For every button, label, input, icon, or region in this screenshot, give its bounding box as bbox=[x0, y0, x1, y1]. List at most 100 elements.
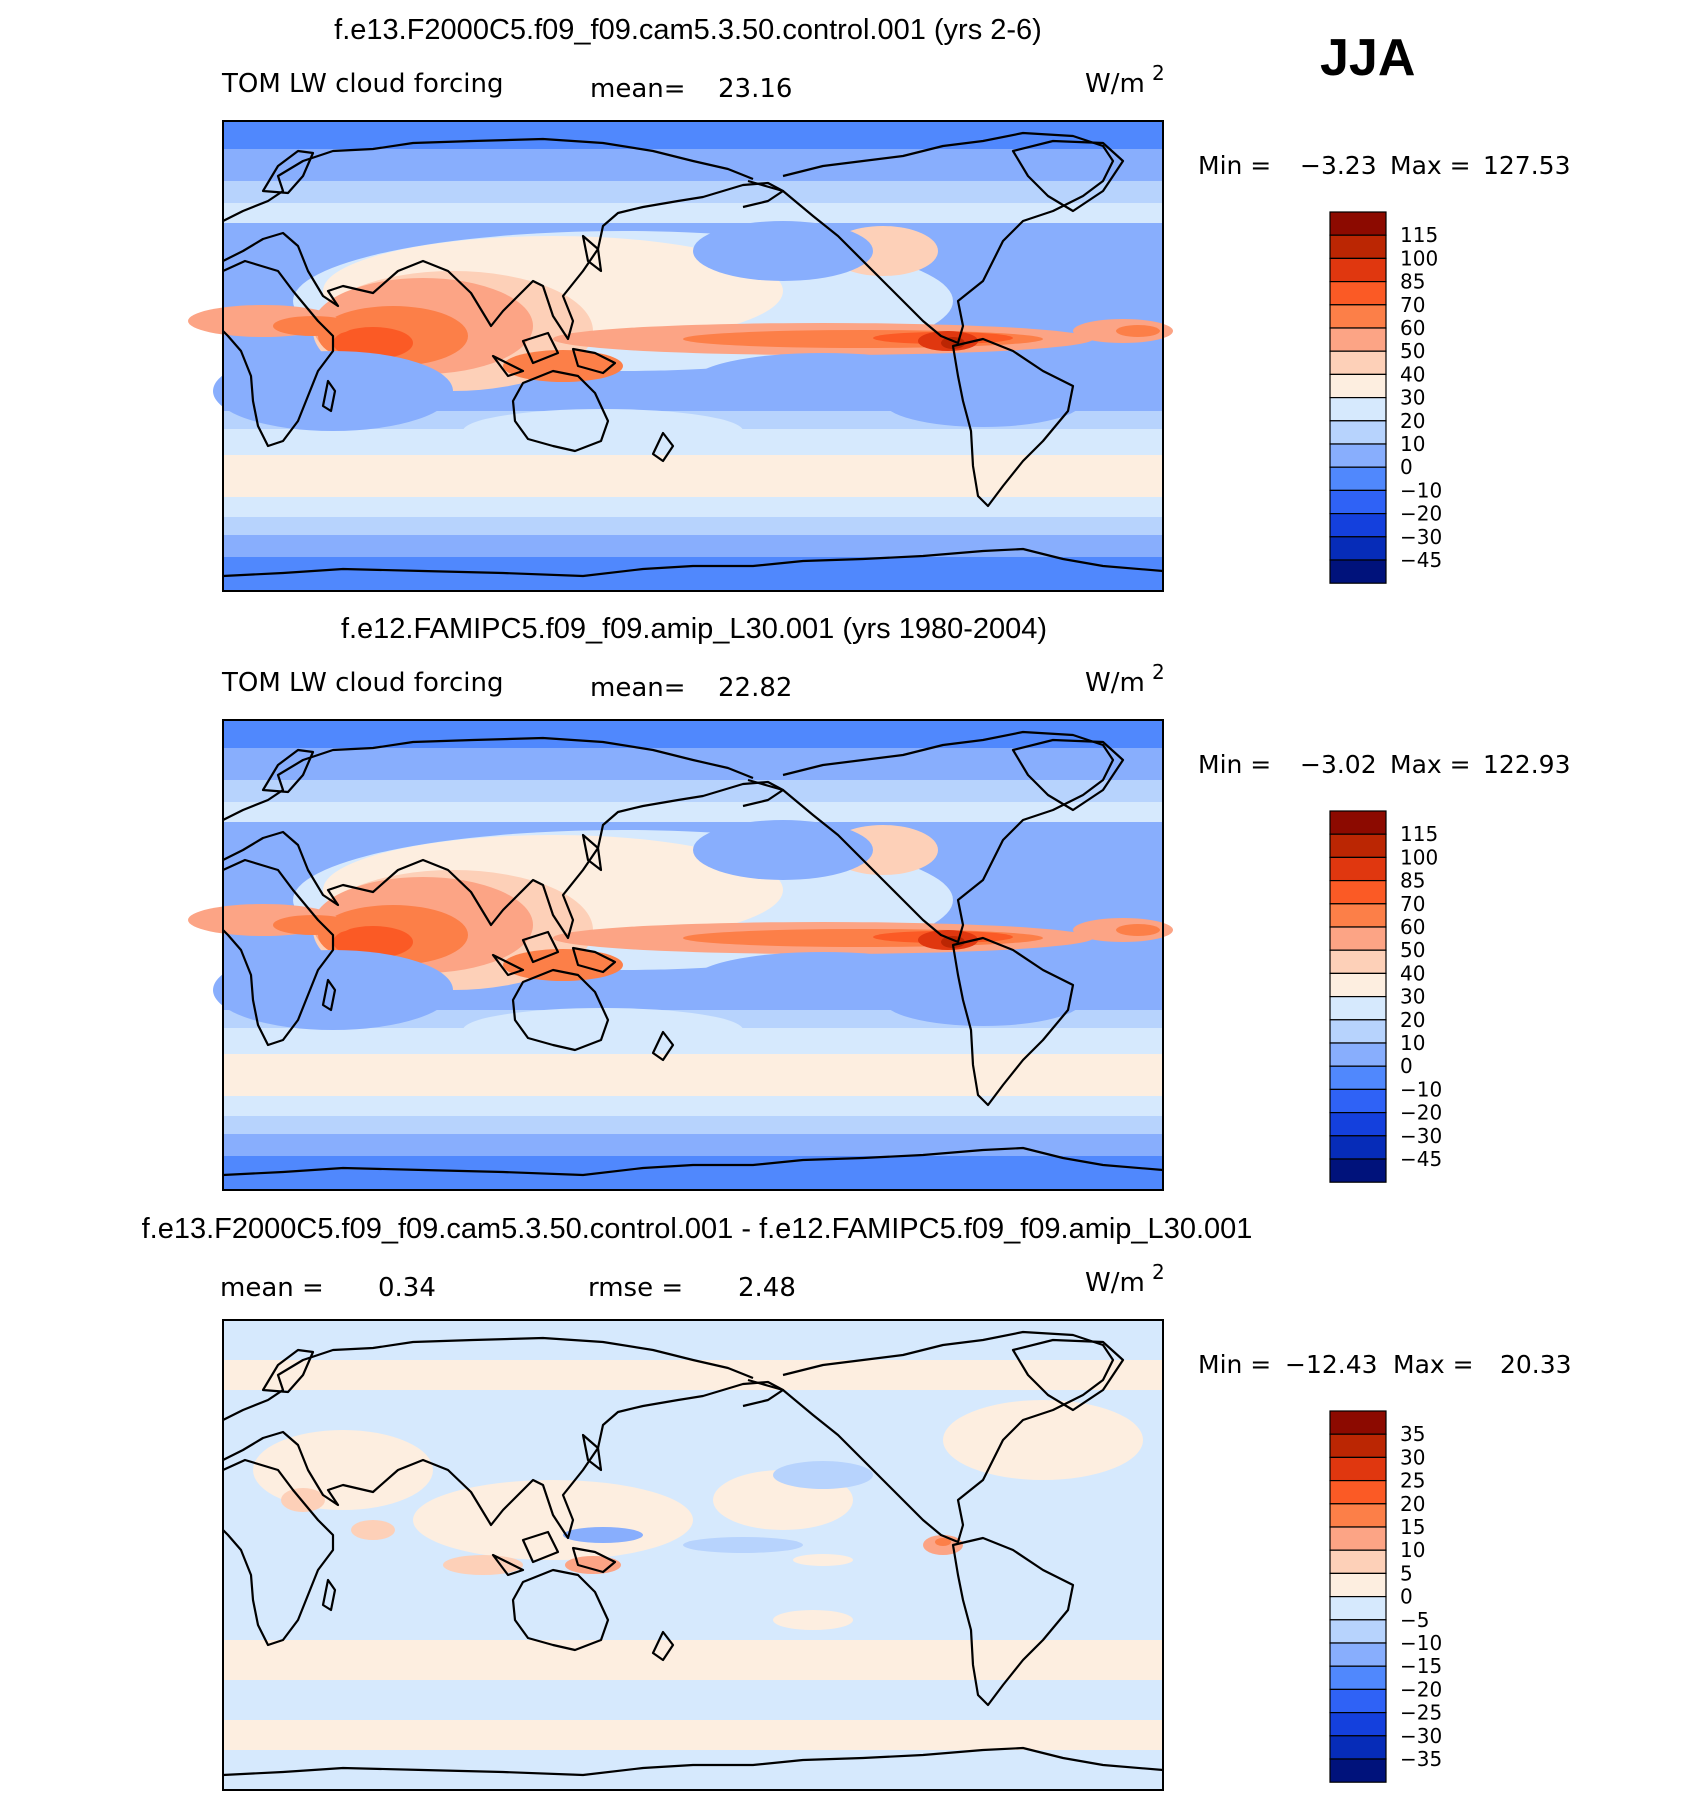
colorbar-tick-label: 25 bbox=[1400, 1469, 1425, 1493]
colorbar-swatch bbox=[1329, 512, 1387, 538]
colorbar-swatch bbox=[1329, 949, 1387, 975]
colorbar-swatch bbox=[1329, 1735, 1387, 1760]
colorbar-swatch bbox=[1329, 466, 1387, 492]
panel-1-map bbox=[188, 120, 1173, 592]
panel-1-mean-label: mean= bbox=[590, 74, 686, 104]
colorbar-tick-label: 60 bbox=[1400, 915, 1425, 939]
panel-3-mean-label: mean = bbox=[220, 1273, 324, 1303]
colorbar-swatch bbox=[1329, 350, 1387, 376]
colorbar-tick-label: −30 bbox=[1400, 1724, 1442, 1748]
colorbar-tick-label: 0 bbox=[1400, 1054, 1413, 1078]
panel-1-units-label: W/m bbox=[1085, 69, 1145, 99]
colorbar-tick-label: 15 bbox=[1400, 1515, 1425, 1539]
colorbar-tick-label: −5 bbox=[1400, 1608, 1429, 1632]
panel-1: f.e13.F2000C5.f09_f09.cam5.3.50.control.… bbox=[188, 14, 1570, 592]
colorbar-tick-label: 100 bbox=[1400, 246, 1438, 270]
colorbar-swatch bbox=[1329, 1479, 1387, 1505]
colorbar-swatch bbox=[1329, 559, 1387, 584]
panel-1-variable: TOM LW cloud forcing bbox=[221, 69, 503, 99]
colorbar-tick-label: −25 bbox=[1400, 1701, 1442, 1725]
panel-3-max-value: 20.33 bbox=[1500, 1350, 1572, 1379]
colorbar-swatch bbox=[1329, 304, 1387, 329]
colorbar-tick-label: 20 bbox=[1400, 409, 1425, 433]
panel-1-mean-value: 23.16 bbox=[718, 74, 792, 104]
colorbar-swatch bbox=[1329, 234, 1387, 259]
colorbar-swatch bbox=[1329, 327, 1387, 352]
colorbar-swatch bbox=[1329, 1433, 1387, 1458]
colorbar-swatch bbox=[1329, 397, 1387, 422]
colorbar-tick-label: −10 bbox=[1400, 478, 1442, 502]
colorbar-swatch bbox=[1329, 833, 1387, 859]
colorbar-swatch bbox=[1329, 1758, 1387, 1783]
panel-2-units-exp: 2 bbox=[1152, 660, 1165, 684]
colorbar-swatch bbox=[1329, 1065, 1387, 1090]
colorbar-swatch bbox=[1329, 1111, 1387, 1137]
colorbar-swatch bbox=[1329, 995, 1387, 1021]
colorbar-tick-label: 20 bbox=[1400, 1492, 1425, 1516]
colorbar-tick-label: 100 bbox=[1400, 845, 1438, 869]
colorbar-tick-label: −20 bbox=[1400, 1101, 1442, 1125]
colorbar-swatch bbox=[1329, 1456, 1387, 1482]
colorbar-tick-label: −20 bbox=[1400, 1677, 1442, 1701]
colorbar-tick-label: 30 bbox=[1400, 386, 1425, 410]
colorbar-tick-label: 50 bbox=[1400, 938, 1425, 962]
panel-2-mean-value: 22.82 bbox=[718, 673, 792, 703]
panel-2-title: f.e12.FAMIPC5.f09_f09.amip_L30.001 (yrs … bbox=[341, 613, 1047, 645]
colorbar-swatch bbox=[1329, 1158, 1387, 1183]
colorbar-tick-label: −10 bbox=[1400, 1631, 1442, 1655]
panel-2-units: W/m 2 bbox=[1085, 660, 1165, 698]
panel-1-units: W/m 2 bbox=[1085, 61, 1165, 99]
colorbar-tick-label: 10 bbox=[1400, 1031, 1425, 1055]
colorbar-swatch bbox=[1329, 1410, 1387, 1435]
panel-3-title: f.e13.F2000C5.f09_f09.cam5.3.50.control.… bbox=[142, 1213, 1253, 1245]
panel-1-min-value: −3.23 bbox=[1300, 151, 1377, 180]
panel-2-units-label: W/m bbox=[1085, 668, 1145, 698]
panel-3-units-label: W/m bbox=[1085, 1268, 1145, 1298]
colorbar-tick-label: −45 bbox=[1400, 1147, 1442, 1171]
colorbar-swatch bbox=[1329, 443, 1387, 468]
panel-3-max-label: Max = bbox=[1393, 1350, 1474, 1379]
panel-2-min-value: −3.02 bbox=[1300, 750, 1377, 779]
colorbar-swatch bbox=[1329, 1711, 1387, 1737]
colorbar-swatch bbox=[1329, 281, 1387, 306]
panel-3-rmse-label: rmse = bbox=[588, 1273, 683, 1303]
colorbar-tick-label: 0 bbox=[1400, 455, 1413, 479]
colorbar-swatch bbox=[1329, 1042, 1387, 1067]
colorbar-tick-label: 50 bbox=[1400, 339, 1425, 363]
colorbar-tick-label: −30 bbox=[1400, 525, 1442, 549]
colorbar-tick-label: 5 bbox=[1400, 1561, 1413, 1585]
colorbar-tick-label: 20 bbox=[1400, 1008, 1425, 1032]
panel-2-map bbox=[188, 719, 1173, 1191]
panel-2-mean-label: mean= bbox=[590, 673, 686, 703]
colorbar-tick-label: 115 bbox=[1400, 223, 1438, 247]
colorbar-swatch bbox=[1329, 1019, 1387, 1044]
panel-3-min-label: Min = bbox=[1198, 1350, 1271, 1379]
colorbar-tick-label: −35 bbox=[1400, 1747, 1442, 1771]
panel-3-units: W/m 2 bbox=[1085, 1260, 1165, 1298]
colorbar-swatch bbox=[1329, 879, 1387, 905]
panel-3-mean-value: 0.34 bbox=[378, 1273, 436, 1303]
colorbar-tick-label: 0 bbox=[1400, 1585, 1413, 1609]
colorbar-tick-label: −45 bbox=[1400, 548, 1442, 572]
colorbar-swatch bbox=[1329, 420, 1387, 445]
colorbar-tick-label: 30 bbox=[1400, 1445, 1425, 1469]
colorbar-tick-label: 85 bbox=[1400, 869, 1425, 893]
colorbar-swatch bbox=[1329, 903, 1387, 928]
season-label: JJA bbox=[1320, 29, 1415, 87]
colorbar-tick-label: −30 bbox=[1400, 1124, 1442, 1148]
colorbar-swatch bbox=[1329, 1688, 1387, 1714]
colorbar-swatch bbox=[1329, 373, 1387, 399]
colorbar-swatch bbox=[1329, 1549, 1387, 1574]
colorbar-tick-label: 10 bbox=[1400, 1538, 1425, 1562]
colorbar-swatch bbox=[1329, 489, 1387, 515]
panel-2-variable: TOM LW cloud forcing bbox=[221, 668, 503, 698]
colorbar-swatch bbox=[1329, 1088, 1387, 1114]
panel-3-rmse-value: 2.48 bbox=[738, 1273, 796, 1303]
colorbar-swatch bbox=[1329, 926, 1387, 951]
colorbar-swatch bbox=[1329, 1526, 1387, 1551]
panel-2-max-value: 122.93 bbox=[1483, 750, 1570, 779]
